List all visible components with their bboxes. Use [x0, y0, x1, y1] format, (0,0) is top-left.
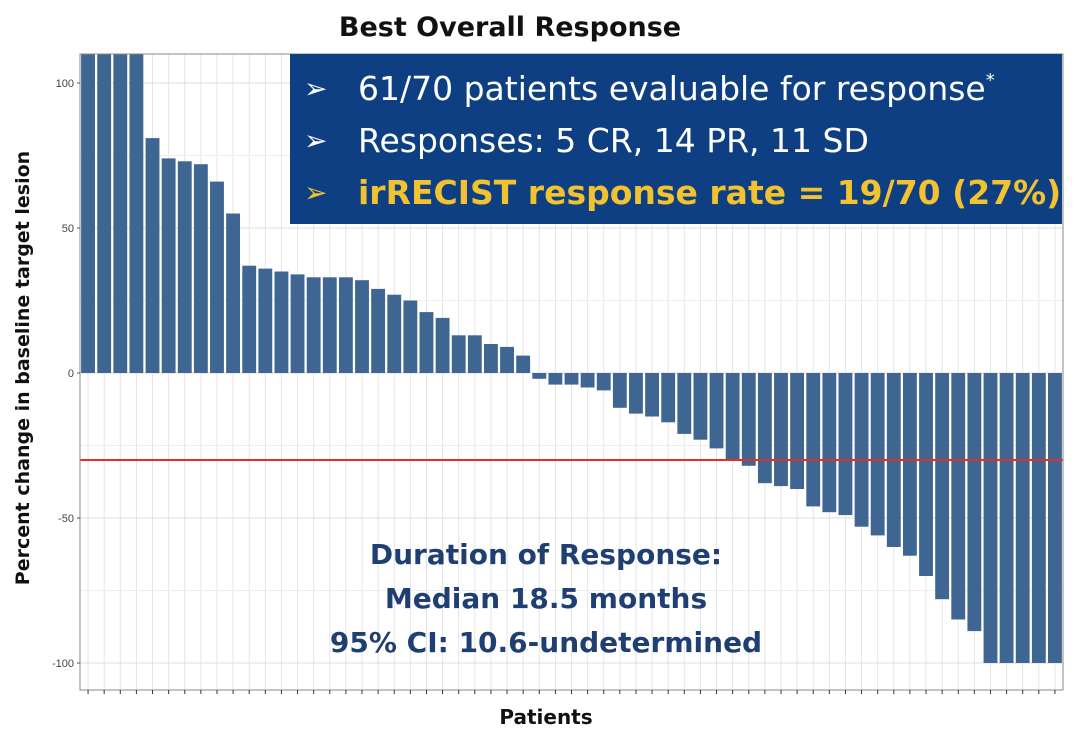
bar — [210, 181, 224, 373]
bar — [387, 294, 402, 373]
bar — [902, 373, 917, 556]
info-box: ➢ 61/70 patients evaluable for response*… — [290, 54, 1062, 224]
bar — [258, 268, 273, 373]
bar — [193, 164, 208, 373]
info-line-responses: Responses: 5 CR, 14 PR, 11 SD — [358, 121, 869, 160]
bar — [129, 54, 144, 373]
bar — [838, 373, 853, 516]
bar — [774, 373, 788, 487]
bar — [548, 373, 563, 385]
bar — [951, 373, 966, 620]
chart-title: Best Overall Response — [339, 12, 681, 43]
bar — [403, 300, 418, 373]
footnote-marker: * — [986, 70, 995, 91]
bar — [580, 373, 595, 388]
duration-median: Median 18.5 months — [385, 582, 707, 615]
bar — [854, 373, 869, 527]
bar — [516, 355, 531, 373]
bar — [97, 54, 112, 373]
y-axis-label: Percent change in baseline target lesion — [12, 151, 34, 585]
bar — [242, 265, 257, 373]
bar — [113, 54, 128, 373]
bar — [419, 312, 434, 373]
bar — [355, 280, 369, 373]
bar — [645, 373, 660, 417]
bar — [693, 373, 708, 440]
bar — [967, 373, 982, 632]
bar — [1048, 373, 1062, 663]
bar — [338, 277, 353, 373]
duration-ci: 95% CI: 10.6-undetermined — [330, 626, 762, 659]
info-line-evaluable: 61/70 patients evaluable for response* — [358, 69, 995, 108]
bar — [451, 335, 466, 373]
bar — [500, 346, 514, 373]
info-line-evaluable-text: 61/70 patients evaluable for response — [358, 69, 986, 108]
duration-title: Duration of Response: — [370, 538, 722, 571]
bullet-arrow-icon: ➢ — [304, 176, 327, 209]
bar — [677, 373, 692, 434]
y-tick-label: -100 — [52, 658, 74, 670]
bullet-arrow-icon: ➢ — [304, 72, 327, 105]
y-tick-label: -50 — [58, 513, 74, 525]
bar — [790, 373, 805, 489]
bar — [161, 158, 176, 373]
bar — [290, 274, 305, 373]
bar — [822, 373, 837, 513]
bar — [435, 317, 450, 373]
bar — [306, 277, 321, 373]
bar — [81, 54, 95, 373]
bar — [629, 373, 643, 414]
bar — [145, 138, 160, 373]
bar — [274, 271, 289, 373]
bar — [1015, 373, 1030, 663]
bar — [467, 335, 482, 373]
y-tick-label: 0 — [68, 368, 74, 380]
y-tick-label: 50 — [62, 223, 74, 235]
bar — [177, 161, 192, 373]
bar — [371, 288, 386, 373]
bar — [564, 373, 579, 385]
info-box-background — [290, 54, 1062, 224]
bar — [870, 373, 885, 536]
info-line-response-rate: irRECIST response rate = 19/70 (27%) — [358, 173, 1061, 212]
bar — [483, 344, 498, 373]
bar — [725, 373, 740, 460]
bar — [741, 373, 756, 466]
bar — [999, 373, 1014, 663]
x-axis-label: Patients — [499, 705, 592, 729]
bar — [226, 213, 241, 373]
bar — [983, 373, 998, 663]
bar — [935, 373, 950, 600]
bar — [661, 373, 676, 423]
x-axis-ticks — [87, 690, 1056, 694]
bar — [596, 373, 611, 391]
bar — [532, 373, 547, 379]
bullet-arrow-icon: ➢ — [304, 124, 327, 157]
y-axis-ticks: 100 50 0 -50 -100 — [52, 78, 80, 670]
y-tick-label: 100 — [56, 78, 74, 90]
bar — [612, 373, 627, 408]
bar — [806, 373, 821, 507]
bar — [757, 373, 772, 484]
bar — [919, 373, 933, 576]
bar — [1031, 373, 1046, 663]
duration-annotation: Duration of Response: Median 18.5 months… — [330, 538, 762, 659]
bar — [709, 373, 724, 449]
bar — [322, 277, 337, 373]
